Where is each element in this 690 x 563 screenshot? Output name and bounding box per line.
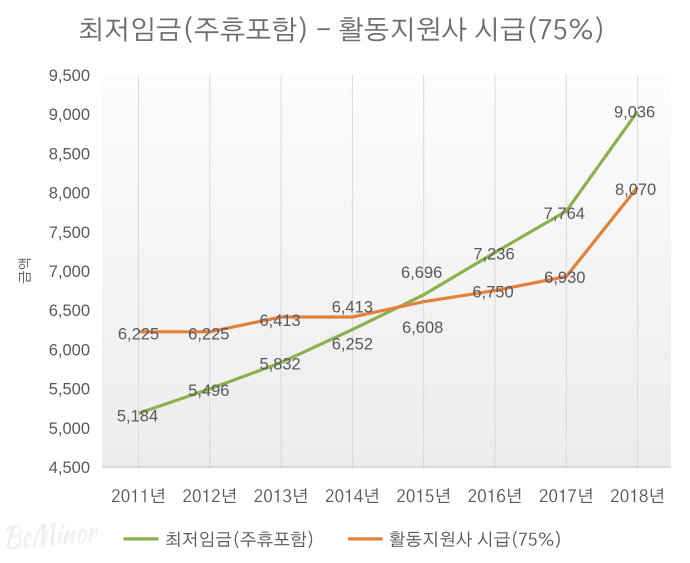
data-label-s1-2011년: 5,184	[117, 407, 158, 425]
x-tick-2015년	[397, 488, 450, 503]
y-tick-7,000: 7,000	[49, 263, 90, 281]
data-label-s2-2011년: 6,225	[118, 325, 159, 343]
data-label-s1-2018년: 9,036	[614, 103, 655, 121]
vertical-gridlines	[138, 75, 639, 469]
x-tick-2012년	[183, 488, 236, 503]
series-line-1	[137, 110, 639, 415]
x-tick-2011년	[112, 488, 165, 503]
data-label-s1-2014년: 6,252	[332, 336, 373, 354]
x-tick-2017년	[539, 488, 592, 503]
data-label-s1-2017년: 7,764	[544, 205, 585, 223]
data-label-s2-2015년: 6,608	[402, 319, 443, 337]
y-axis-title	[18, 258, 32, 284]
data-label-s2-2012년: 6,225	[188, 325, 229, 343]
y-tick-6,000: 6,000	[49, 341, 90, 359]
data-label-s1-2012년: 5,496	[188, 382, 229, 400]
watermark-beminor	[6, 522, 99, 550]
chart-title	[79, 16, 602, 43]
y-tick-8,000: 8,000	[49, 185, 90, 203]
y-tick-8,500: 8,500	[49, 145, 90, 163]
data-label-s2-2013년: 6,413	[259, 312, 300, 330]
data-label-s1-2015년: 6,696	[401, 264, 442, 282]
legend	[123, 530, 560, 549]
data-label-s1-2016년: 7,236	[473, 245, 514, 263]
legend-label-1	[166, 530, 313, 549]
x-axis-tick-labels	[112, 488, 664, 503]
data-label-s2-2017년: 6,930	[544, 269, 585, 287]
data-labels: 5,184 5,496 5,832 6,252 6,696 7,236 7,764 9,036…	[117, 103, 656, 425]
plot-area	[102, 75, 671, 467]
data-label-s2-2016년: 6,750	[472, 284, 513, 302]
y-tick-9,500: 9,500	[49, 67, 90, 85]
y-tick-5,000: 5,000	[49, 420, 90, 438]
x-tick-2014년	[325, 488, 379, 503]
data-label-s2-2014년: 6,413	[332, 299, 373, 317]
legend-label-2	[389, 530, 560, 549]
y-tick-5,500: 5,500	[49, 381, 90, 399]
x-tick-2016년	[468, 488, 521, 503]
y-tick-4,500: 4,500	[49, 459, 90, 477]
series-lines	[137, 110, 639, 415]
series-line-2	[138, 186, 639, 334]
y-axis-tick-labels: 4,500 5,000 5,500 6,000 6,500 7,000 7,500 8,000…	[49, 67, 90, 477]
y-tick-7,500: 7,500	[49, 224, 90, 242]
y-tick-9,000: 9,000	[49, 106, 90, 124]
x-tick-2018년	[611, 488, 664, 503]
x-tick-2013년	[254, 488, 307, 503]
data-label-s2-2018년: 8,070	[615, 181, 656, 199]
y-tick-6,500: 6,500	[49, 302, 90, 320]
data-label-s1-2013년: 5,832	[259, 356, 300, 374]
